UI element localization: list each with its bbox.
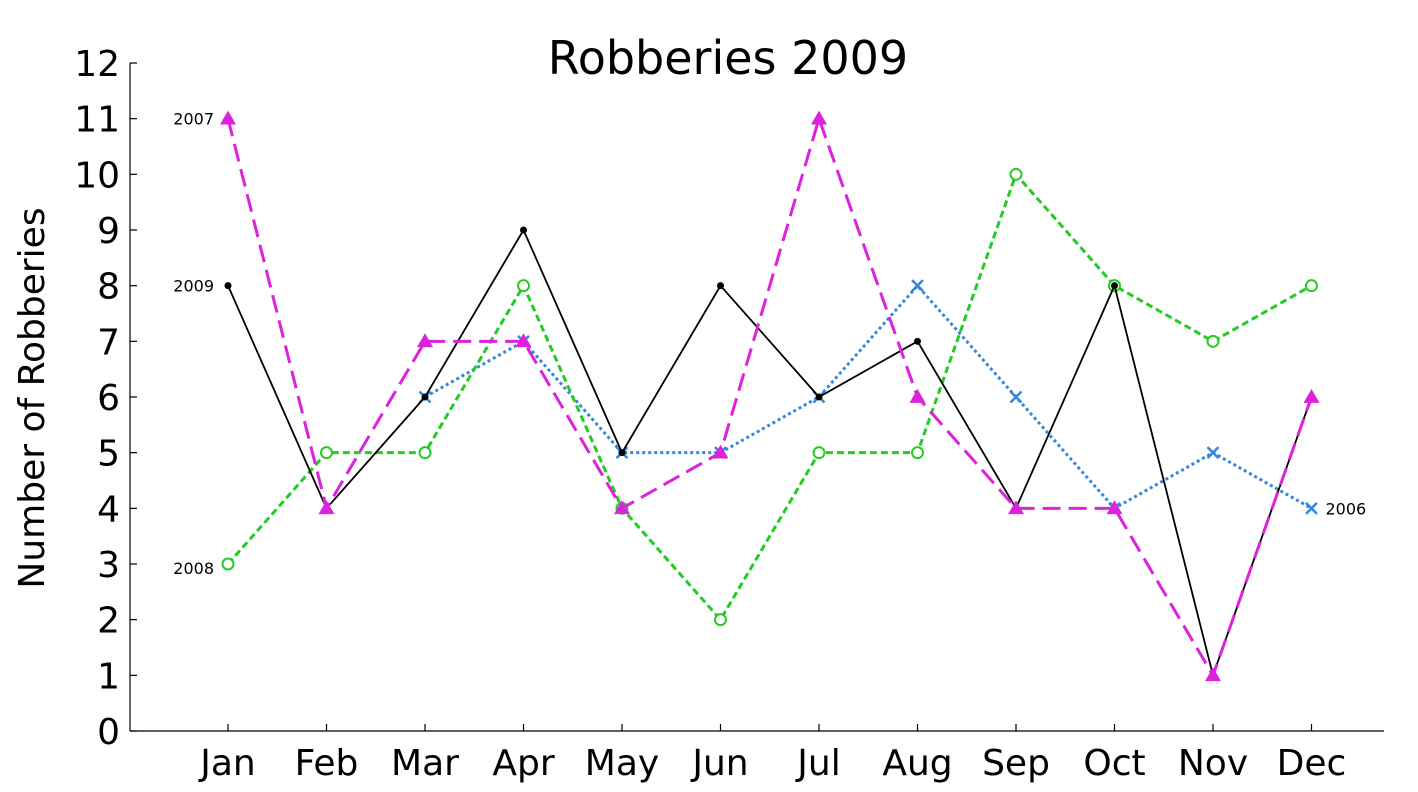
- data-point-2007: [1205, 667, 1221, 682]
- data-point-2006: [1009, 390, 1023, 404]
- data-point-2009: [914, 337, 921, 345]
- x-tick-label: Jul: [795, 743, 840, 784]
- x-tick-label: Jan: [198, 743, 256, 784]
- series-label-2006: 2006: [1326, 499, 1367, 518]
- data-point-2009: [421, 393, 429, 401]
- data-point-2008: [1009, 167, 1023, 181]
- data-point-2006: [911, 279, 924, 293]
- x-tick-label: Nov: [1178, 743, 1248, 784]
- x-tick-label: Jun: [690, 743, 748, 784]
- data-point-2007: [318, 500, 335, 515]
- series-label-2007: 2007: [173, 110, 214, 129]
- y-tick-label: 9: [97, 211, 120, 252]
- data-point-2008: [517, 279, 530, 293]
- data-point-2009: [815, 393, 823, 401]
- data-point-2009: [717, 282, 724, 290]
- y-tick-label: 6: [97, 378, 120, 419]
- data-point-2009: [520, 226, 527, 234]
- data-point-2007: [614, 500, 630, 515]
- data-point-2008: [911, 446, 924, 460]
- x-tick-label: Aug: [882, 743, 952, 784]
- data-point-2006: [1206, 446, 1220, 460]
- y-tick-label: 8: [97, 267, 120, 308]
- x-tick-label: Oct: [1083, 743, 1145, 784]
- y-tick-label: 3: [97, 545, 120, 586]
- data-point-2007: [909, 388, 926, 403]
- y-tick-label: 7: [97, 322, 120, 363]
- series-line-2009: [227, 229, 1313, 677]
- series-layer: 2006 2008 2009 2007: [173, 110, 1366, 682]
- data-point-2008: [1305, 279, 1318, 293]
- y-tick-label: 11: [74, 100, 120, 141]
- data-point-2009: [224, 282, 232, 290]
- x-tick-label: Sep: [982, 743, 1050, 784]
- series-label-2008: 2008: [173, 559, 214, 578]
- data-point-2006: [1305, 501, 1318, 515]
- x-tick-label: May: [585, 743, 659, 784]
- series-2007: 2007: [173, 110, 1320, 682]
- x-tick-label: Apr: [492, 743, 554, 784]
- data-point-2009: [1111, 282, 1118, 290]
- data-point-2007: [712, 444, 729, 459]
- data-point-2007: [811, 110, 827, 125]
- y-axis-label: Number of Robberies: [12, 207, 53, 588]
- y-tick-label: 2: [97, 601, 120, 642]
- data-point-2007: [220, 110, 236, 125]
- data-point-2008: [418, 446, 432, 460]
- x-tick-label: Dec: [1277, 743, 1347, 784]
- data-point-2008: [221, 557, 235, 571]
- y-tick-label: 0: [97, 712, 120, 753]
- data-point-2007: [515, 333, 532, 348]
- series-line-2008: [226, 172, 1313, 622]
- x-tick-label: Feb: [295, 743, 359, 784]
- data-point-2009: [618, 449, 626, 457]
- series-label-2009: 2009: [173, 277, 214, 296]
- y-tick-label: 12: [74, 44, 120, 85]
- data-point-2008: [812, 446, 826, 460]
- data-point-2007: [1303, 388, 1320, 403]
- data-point-2008: [714, 613, 727, 627]
- y-tick-label: 10: [74, 155, 120, 196]
- data-point-2008: [1206, 334, 1220, 348]
- data-point-2007: [1008, 500, 1024, 515]
- x-tick-label: Mar: [391, 743, 459, 784]
- series-2008: 2008: [173, 167, 1318, 627]
- y-tick-label: 5: [97, 434, 120, 475]
- y-tick-label: 1: [97, 656, 120, 697]
- chart-title: Robberies 2009: [548, 31, 908, 85]
- data-point-2007: [417, 333, 433, 348]
- y-tick-label: 4: [97, 489, 120, 530]
- data-point-2008: [320, 446, 333, 460]
- series-line-2007: [226, 117, 1313, 677]
- data-point-2007: [1106, 500, 1123, 515]
